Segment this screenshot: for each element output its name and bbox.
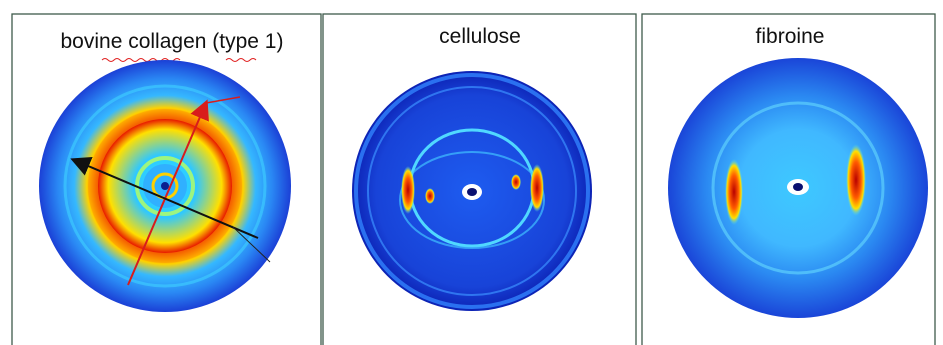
diffraction-pattern: [668, 58, 928, 318]
panel-title: fibroine: [756, 25, 825, 48]
panel-title: bovine collagen (type 1): [61, 30, 284, 53]
panel-title: cellulose: [439, 25, 521, 48]
diffraction-pattern: [39, 60, 291, 312]
diffraction-pattern: [352, 71, 592, 311]
figure: bovine collagen (type 1) cellulose fibro…: [0, 0, 943, 345]
page: {"panels": [{"title": "bovine collagen (…: [0, 0, 943, 345]
